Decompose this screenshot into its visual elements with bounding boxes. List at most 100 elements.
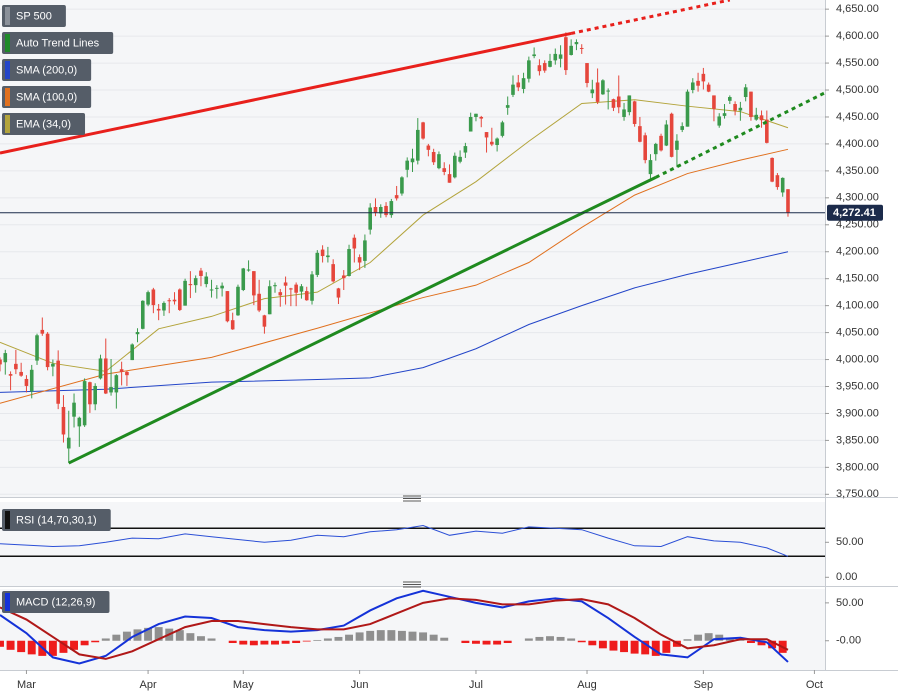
candle-body: [188, 284, 193, 286]
y-tick-label: 4,000.00: [836, 353, 879, 365]
trend-line: [68, 175, 657, 465]
legend-item: SMA (200,0): [2, 59, 92, 81]
candle-body: [421, 122, 425, 139]
candle-body: [437, 154, 441, 169]
histogram-bar: [355, 632, 364, 641]
histogram-bar: [281, 640, 290, 644]
resize-handle[interactable]: [403, 581, 421, 588]
candle-body: [283, 282, 288, 286]
candle-body: [511, 84, 515, 95]
candle-body: [109, 387, 113, 393]
candle-body: [8, 374, 13, 376]
histogram-bar: [567, 638, 576, 641]
candle-body: [24, 378, 29, 386]
candle-body: [643, 135, 647, 161]
candle-body: [230, 320, 235, 330]
candle-body: [51, 363, 55, 367]
histogram-bar: [345, 634, 354, 641]
candle-body: [246, 269, 251, 271]
candle-body: [215, 287, 219, 289]
candle-body: [252, 271, 256, 296]
candle-body: [611, 99, 616, 108]
y-tick-label: 50.00: [836, 536, 864, 548]
candle-body: [299, 286, 304, 292]
candle-body: [453, 155, 457, 178]
x-tick-label: Jun: [351, 679, 369, 691]
candle-body: [426, 145, 431, 150]
legend-swatch: [5, 511, 10, 529]
candle-body: [574, 42, 579, 45]
histogram-bar: [683, 639, 692, 641]
candle-body: [659, 135, 663, 151]
candle-body: [389, 201, 394, 216]
candle-body: [542, 63, 547, 71]
x-tick-label: Oct: [806, 679, 823, 691]
candle-body: [193, 278, 198, 286]
candle-body: [72, 402, 76, 417]
histogram-bar: [630, 640, 639, 654]
candle-body: [209, 289, 214, 291]
candle-body: [146, 292, 150, 305]
histogram-bar: [588, 640, 597, 646]
candle-body: [468, 116, 473, 132]
candle-body: [474, 113, 478, 117]
candle-body: [45, 333, 50, 368]
x-tick-label: Sep: [694, 679, 714, 691]
candle-body: [632, 101, 637, 124]
histogram-bar: [387, 630, 396, 641]
histogram-bar: [144, 627, 153, 641]
candle-body: [167, 300, 172, 302]
histogram-bar: [175, 630, 184, 641]
candle-body: [606, 90, 610, 92]
candle-body: [394, 195, 399, 199]
candle-body: [484, 132, 489, 138]
legend-box: [2, 113, 86, 135]
candle-body: [717, 116, 722, 126]
candle-body: [553, 53, 558, 61]
candle-body: [357, 257, 362, 263]
histogram-bar: [376, 630, 385, 641]
histogram-bar: [746, 640, 755, 644]
candle-body: [532, 54, 536, 57]
candle-body: [601, 80, 605, 95]
candle-body: [415, 129, 420, 161]
rsi-pane: [0, 502, 825, 586]
histogram-bar: [17, 640, 26, 653]
candle-body: [680, 126, 685, 130]
legend-box: [2, 509, 111, 531]
candle-body: [378, 206, 383, 214]
histogram-bar: [493, 640, 502, 645]
histogram-bar: [228, 640, 237, 644]
candle-body: [3, 353, 8, 363]
candle-body: [675, 140, 679, 150]
y-tick-label: 4,600.00: [836, 30, 879, 42]
legend-box: [2, 5, 66, 27]
candle-body: [114, 375, 119, 393]
candle-body: [616, 96, 621, 108]
candle-body: [310, 274, 314, 301]
macd-pane: [0, 589, 825, 670]
histogram-bar: [334, 636, 343, 641]
resize-handle[interactable]: [403, 495, 421, 502]
candle-body: [336, 288, 341, 298]
candle-body: [40, 329, 45, 334]
y-tick-label: 4,650.00: [836, 3, 879, 15]
legend-item: SMA (100,0): [2, 86, 92, 108]
legend-label: Auto Trend Lines: [16, 37, 100, 49]
candle-body: [500, 122, 505, 136]
histogram-bar: [302, 640, 311, 642]
candle-body: [537, 65, 542, 72]
y-tick-label: 4,550.00: [836, 57, 879, 69]
candle-body: [685, 91, 690, 127]
histogram-bar: [323, 638, 332, 641]
histogram-bar: [577, 640, 586, 643]
candle-body: [463, 146, 468, 153]
histogram-bar: [694, 634, 703, 641]
candle-body: [722, 113, 727, 116]
candle-body: [352, 237, 357, 249]
legends: SP 500 Auto Trend Lines SMA (200,0) SMA (10…: [2, 5, 114, 613]
legend-box: [2, 59, 92, 81]
y-tick-label: 3,900.00: [836, 407, 879, 419]
histogram-bar: [482, 640, 491, 645]
x-tick-label: Apr: [140, 679, 157, 691]
